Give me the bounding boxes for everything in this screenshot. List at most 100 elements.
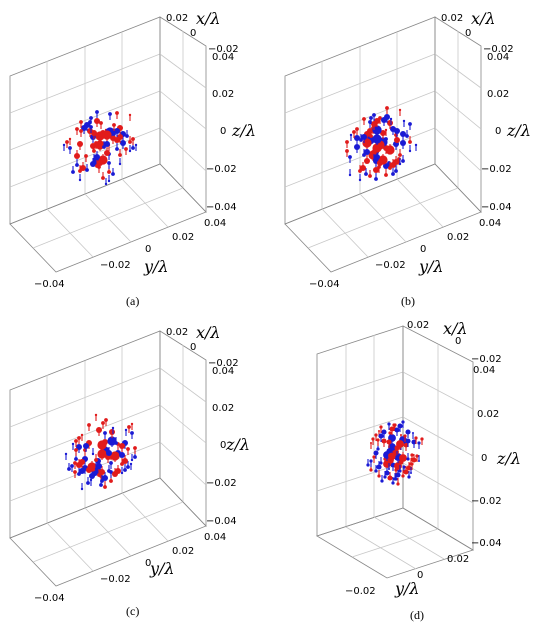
- scatter-points: [64, 413, 137, 491]
- panel-caption: (a): [126, 294, 140, 308]
- data-point: [89, 473, 95, 479]
- y-tick-label: 0.04: [204, 218, 226, 229]
- data-point: [94, 413, 98, 417]
- chart-panel-b: 0.02 0 −0.02 x/λ 0.04 0.02 0 −0.02 −0.04…: [275, 0, 550, 314]
- data-point: [348, 155, 352, 159]
- x-axis-label: x/λ: [196, 9, 221, 28]
- data-point: [417, 459, 421, 463]
- axes-frame: [316, 325, 474, 579]
- data-point: [369, 468, 373, 472]
- data-point: [131, 146, 135, 150]
- data-point: [111, 172, 115, 176]
- x-tick-label: 0.02: [441, 13, 463, 24]
- data-point: [352, 130, 356, 134]
- z-tick-label: 0: [495, 126, 501, 137]
- data-point: [94, 118, 100, 124]
- data-point: [71, 170, 75, 174]
- z-axis-label: z/λ: [225, 435, 250, 454]
- data-point: [401, 474, 405, 478]
- data-point: [74, 439, 78, 443]
- chart-panel-d: 0.02 0 −0.02 x/λ 0.04 0.02 0 −0.02 −0.04…: [275, 314, 550, 628]
- data-point: [411, 457, 417, 463]
- z-tick-label: 0.02: [212, 89, 234, 100]
- data-point: [123, 468, 127, 472]
- data-point: [398, 153, 402, 157]
- data-point: [130, 458, 134, 462]
- data-point: [364, 149, 370, 155]
- data-point: [102, 145, 106, 149]
- data-point: [130, 422, 134, 426]
- data-point: [388, 452, 396, 460]
- data-point: [385, 145, 395, 155]
- data-point: [128, 149, 132, 153]
- data-point: [94, 458, 98, 462]
- data-point: [67, 467, 71, 471]
- data-point: [380, 479, 384, 483]
- data-point: [115, 111, 119, 115]
- panel-caption: (d): [410, 608, 424, 622]
- data-point: [389, 117, 393, 121]
- data-point: [110, 451, 120, 461]
- data-point: [77, 141, 83, 147]
- data-point: [99, 483, 103, 487]
- data-point: [374, 433, 378, 437]
- z-tick-label: −0.02: [206, 478, 237, 489]
- data-point: [78, 178, 82, 182]
- data-point: [126, 447, 130, 451]
- data-point: [96, 427, 102, 433]
- data-point: [385, 106, 389, 110]
- data-point: [408, 122, 412, 126]
- data-point: [70, 464, 74, 468]
- data-point: [102, 475, 108, 481]
- y-tick-label: 0.02: [172, 546, 194, 557]
- data-point: [376, 464, 382, 470]
- y-tick-label: −0.02: [100, 574, 131, 585]
- data-point: [377, 474, 381, 478]
- data-point: [112, 471, 118, 477]
- data-point: [383, 475, 387, 479]
- data-point: [369, 441, 373, 445]
- data-point: [92, 149, 96, 153]
- data-point: [414, 436, 418, 440]
- y-tick-label: 0.04: [204, 532, 226, 543]
- scatter-points: [62, 110, 138, 186]
- data-point: [394, 128, 400, 134]
- plot-3d-c: 0.02 0 −0.02 x/λ 0.04 0.02 0 −0.02 −0.04…: [9, 323, 250, 604]
- y-tick-label: 0.04: [479, 218, 501, 229]
- data-point: [402, 465, 406, 469]
- data-point: [401, 159, 405, 163]
- y-tick-label: −0.04: [309, 279, 340, 290]
- data-point: [399, 454, 407, 462]
- y-axis-label: y/λ: [418, 257, 444, 276]
- data-point: [376, 438, 380, 442]
- data-point: [97, 473, 101, 477]
- data-point: [379, 425, 383, 429]
- z-tick-label: 0.02: [477, 409, 499, 420]
- data-point: [133, 455, 137, 459]
- data-point: [373, 167, 379, 173]
- axes-frame: [284, 16, 482, 273]
- data-point: [381, 438, 387, 444]
- data-point: [80, 433, 84, 437]
- z-tick-label: −0.04: [481, 202, 512, 213]
- data-point: [104, 150, 110, 156]
- data-point: [90, 143, 96, 149]
- data-point: [94, 154, 100, 160]
- data-point: [130, 431, 134, 435]
- data-point: [76, 444, 82, 450]
- y-tick-label: 0.02: [172, 232, 194, 243]
- data-point: [368, 174, 372, 178]
- y-axis-label: y/λ: [149, 559, 175, 578]
- data-point: [364, 158, 370, 164]
- data-point: [388, 431, 392, 435]
- y-axis-label: y/λ: [394, 579, 420, 598]
- data-point: [395, 455, 399, 459]
- z-tick-label: 0.04: [212, 366, 234, 377]
- data-point: [389, 426, 395, 432]
- data-point: [391, 172, 395, 176]
- data-point: [405, 134, 409, 138]
- y-tick-label: 0.02: [447, 554, 469, 565]
- data-point: [358, 169, 362, 173]
- data-point: [99, 121, 103, 125]
- data-point: [402, 119, 406, 123]
